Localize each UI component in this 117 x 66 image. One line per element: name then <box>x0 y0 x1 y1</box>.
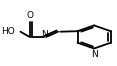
Text: O: O <box>26 11 33 20</box>
Text: N: N <box>91 50 98 59</box>
Text: N: N <box>42 30 48 39</box>
Text: HO: HO <box>1 27 15 36</box>
